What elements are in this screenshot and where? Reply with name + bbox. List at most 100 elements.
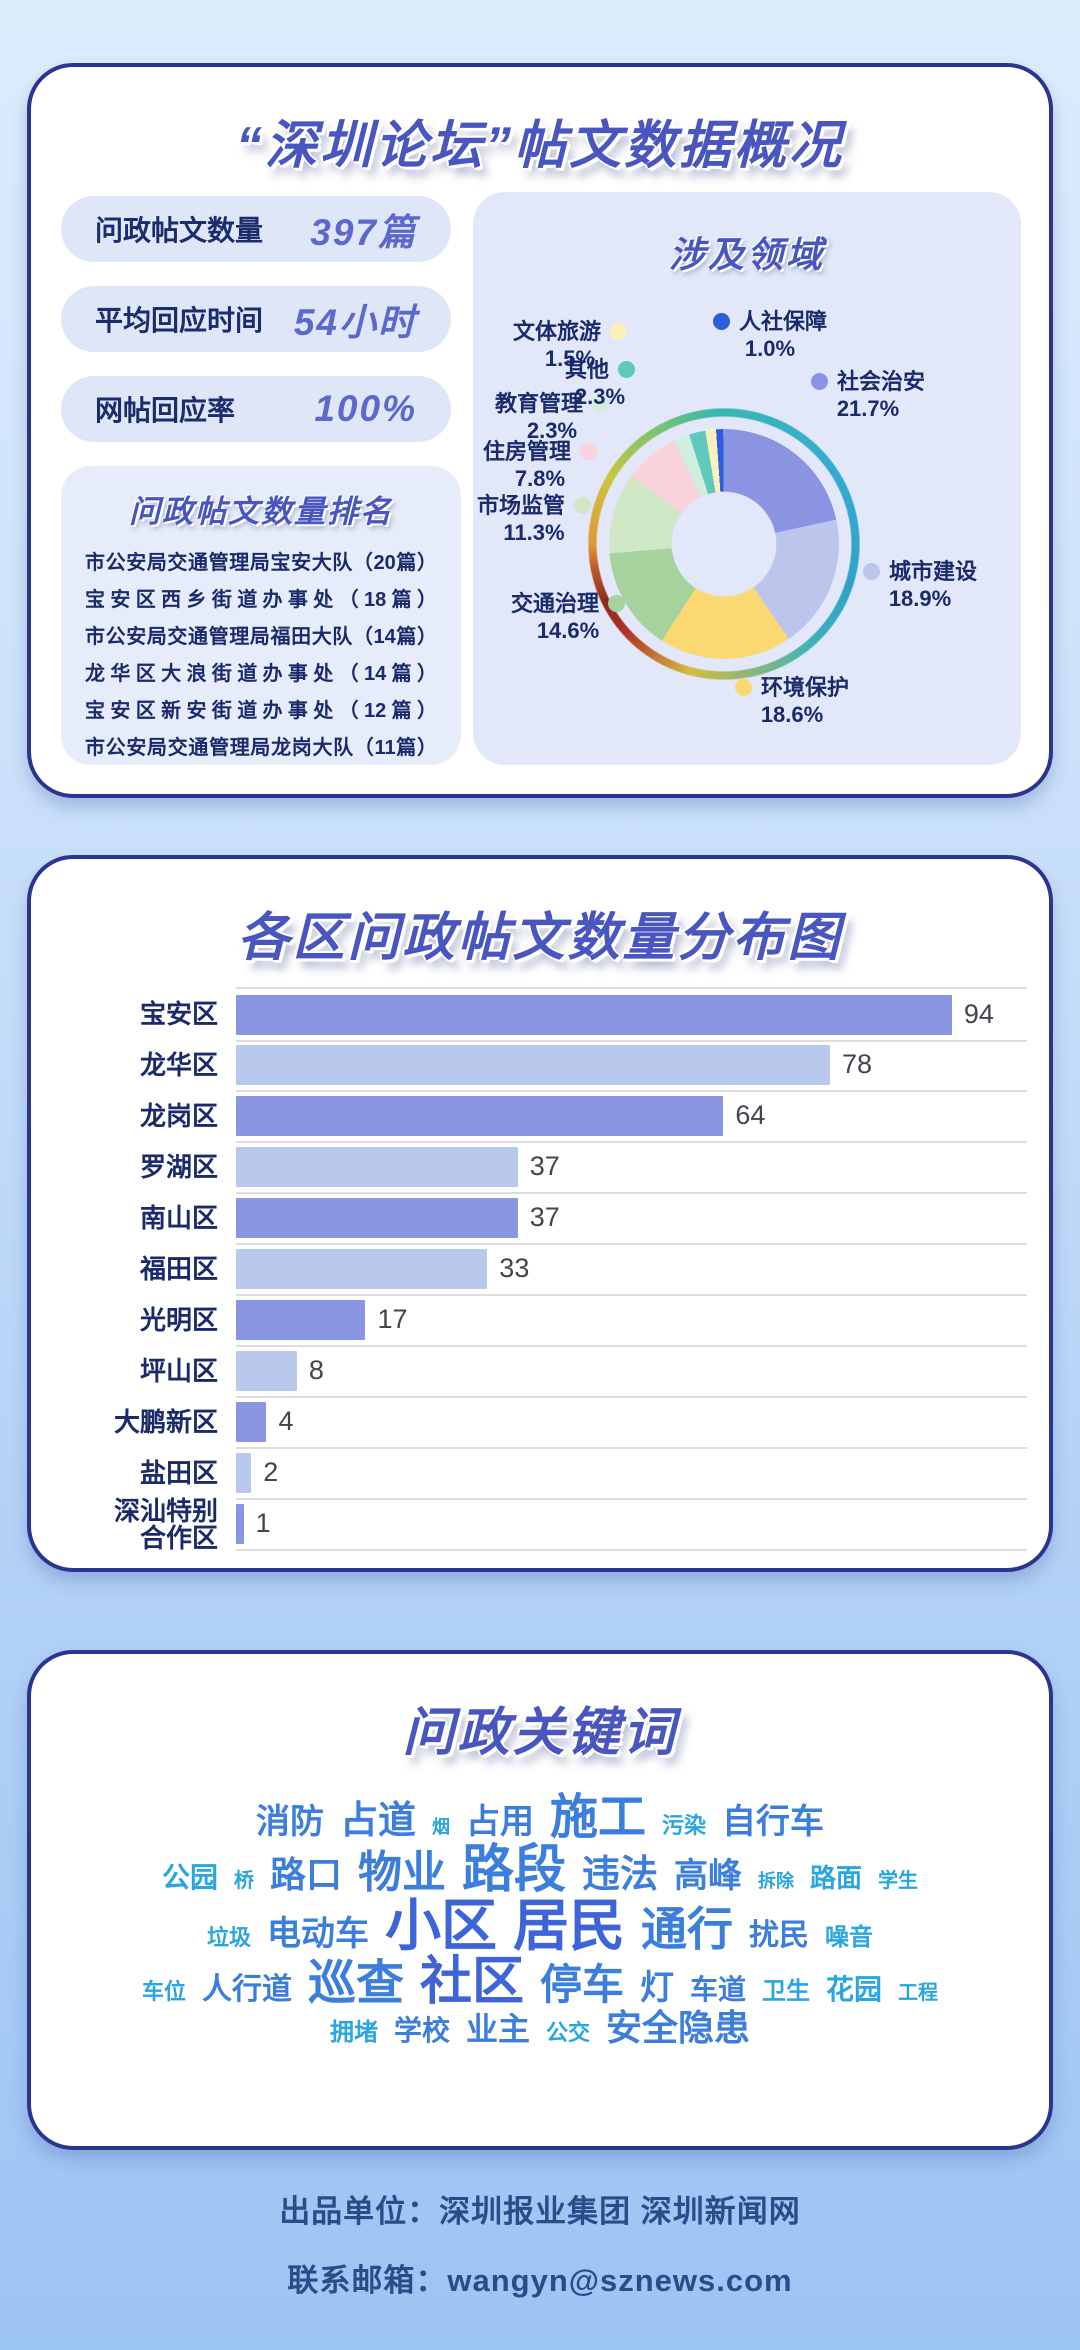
ranking-item: 市公安局交通管理局福田大队（14篇）	[85, 626, 437, 648]
cloud-word: 路面	[810, 1862, 863, 1893]
legend-dot	[608, 595, 626, 612]
word-cloud-row: 车位 人行道 巡查 社区 停车灯车道 卫生 花园 工程	[79, 1955, 1001, 2009]
legend-dot	[811, 373, 828, 390]
donut-label-row: 文体旅游	[513, 318, 628, 345]
cloud-word: 学校	[393, 2015, 450, 2047]
footer: 出品单位：深圳报业集团 深圳新闻网 联系邮箱：wangyn@sznews.com	[0, 2186, 1080, 2324]
cloud-word: 桥	[233, 1869, 254, 1892]
donut-label: 社会治安 21.7%	[811, 368, 925, 422]
donut-label-percent: 1.0%	[744, 336, 796, 361]
bar-category-label: 龙华区	[139, 1050, 218, 1080]
bar-category-label: 罗湖区	[139, 1152, 218, 1182]
bar-fill	[236, 1248, 488, 1289]
bar-value-label: 8	[308, 1355, 324, 1385]
cloud-word: 公交	[546, 2020, 591, 2046]
donut-label-name: 人社保障	[739, 309, 828, 334]
donut-label: 文体旅游 1.5%	[513, 318, 628, 372]
cloud-word: 拆除	[758, 1870, 795, 1891]
donut-label: 市场监管 11.3%	[477, 492, 592, 546]
cloud-word: 人行道	[201, 1973, 292, 2007]
bar-category-label: 南山区	[139, 1203, 218, 1233]
cloud-word: 高峰	[674, 1856, 743, 1895]
donut-label-name: 交通治理	[511, 591, 600, 616]
ranking-item: 宝安区新安街道办事处（12篇）	[85, 700, 437, 722]
donut-label: 交通治理 14.6%	[511, 590, 626, 644]
bar-fill	[236, 994, 952, 1035]
cloud-word: 公园	[161, 1861, 218, 1893]
bar-category-label: 福田区	[139, 1254, 218, 1284]
bar-fill	[236, 1350, 297, 1391]
donut-label-percent: 14.6%	[536, 618, 600, 643]
ranking-list: 市公安局交通管理局宝安大队（20篇） 宝安区西乡街道办事处（18篇） 市公安局交通管…	[85, 545, 437, 767]
bar-chart-title: 各区问政帖文数量分布图	[237, 909, 843, 967]
donut-label-name: 社会治安	[837, 369, 926, 394]
bar-chart-row: 宝安区 94	[61, 987, 1027, 1042]
cloud-word: 占道	[339, 1800, 416, 1842]
bar-chart-row: 龙岗区 64	[61, 1090, 1027, 1143]
cloud-word: 占用	[465, 1803, 534, 1841]
bar-fill	[236, 1452, 252, 1493]
donut-label-row: 社会治安	[811, 368, 925, 395]
bar-track: 17	[236, 1294, 1027, 1347]
domain-chart-title: 涉及领域	[668, 234, 825, 275]
donut-label: 人社保障 1.0%	[713, 308, 827, 362]
cloud-word: 路口	[269, 1853, 342, 1895]
bar-chart-card: 各区问政帖文数量分布图 宝安区 94 龙华区 78 龙岗区 64 罗湖区 37 南山区 37 福田区…	[27, 855, 1053, 1572]
cloud-word: 巡查	[307, 1957, 404, 2011]
cloud-word: 违法	[582, 1853, 659, 1896]
legend-dot	[574, 497, 592, 514]
cloud-word: 停车	[540, 1961, 625, 2009]
donut-label-percent: 21.7%	[836, 396, 900, 421]
cloud-word: 学生	[878, 1869, 919, 1892]
donut-label-row: 住房管理	[483, 438, 598, 465]
bar-track: 78	[236, 1039, 1027, 1092]
cloud-word: 扰民	[749, 1918, 809, 1952]
cloud-word: 社区	[419, 1953, 524, 2012]
legend-dot	[592, 395, 610, 412]
word-cloud-row: 拥堵 学校 业主 公交 安全隐患	[79, 2009, 1001, 2047]
donut-label-name: 住房管理	[483, 439, 572, 464]
donut-chart	[609, 429, 839, 659]
bar-value-label: 17	[377, 1304, 408, 1334]
bar-chart-row: 光明区 17	[61, 1294, 1027, 1347]
bar-category-label: 光明区	[139, 1305, 218, 1335]
cloud-word: 电动车	[267, 1914, 369, 1953]
cloud-word: 工程	[898, 1982, 939, 2005]
donut-label: 城市建设 18.9%	[863, 558, 977, 612]
keywords-title: 问政关键词	[402, 1704, 678, 1762]
cloud-word: 自行车	[722, 1803, 825, 1841]
bar-value-label: 94	[963, 999, 994, 1029]
bar-track: 4	[236, 1396, 1027, 1449]
cloud-word: 消防	[255, 1803, 324, 1841]
donut-label-name: 环境保护	[761, 675, 850, 700]
donut-label-percent: 18.6%	[760, 702, 824, 727]
bar-value-label: 4	[278, 1406, 294, 1436]
donut-label-name: 城市建设	[889, 559, 978, 584]
bar-value-label: 1	[255, 1508, 271, 1538]
stat-value: 397篇	[310, 212, 417, 253]
donut-label-row: 市场监管	[477, 492, 592, 519]
donut-label: 教育管理 2.3%	[495, 390, 610, 444]
word-cloud-row: 消防 占道烟占用 施工 污染 自行车	[79, 1793, 1001, 1843]
bar-chart-row: 盐田区 2	[61, 1447, 1027, 1500]
bar-track: 8	[236, 1345, 1027, 1398]
word-cloud-row: 垃圾 电动车 小区 居民 通行 扰民 噪音	[79, 1896, 1001, 1955]
bar-value-label: 37	[529, 1202, 560, 1232]
donut-label-row: 交通治理	[511, 590, 626, 617]
stat-label: 网帖回应率	[95, 395, 236, 426]
overview-card: “深圳论坛”帖文数据概况 问政帖文数量 397篇 平均回应时间 54小时 网帖回…	[27, 63, 1053, 798]
stat-label: 平均回应时间	[95, 305, 264, 336]
cloud-word: 车位	[141, 1979, 186, 2005]
bar-category-label: 大鹏新区	[113, 1407, 218, 1437]
bar-track: 64	[236, 1090, 1027, 1143]
donut-label: 环境保护 18.6%	[735, 674, 849, 728]
ranking-item: 龙华区大浪街道办事处（14篇）	[85, 663, 437, 685]
donut-label: 其他 2.3%	[565, 356, 636, 410]
bar-track: 2	[236, 1447, 1027, 1500]
donut-label-percent: 2.3%	[574, 384, 626, 409]
bar-track: 33	[236, 1243, 1027, 1296]
donut-label-row: 其他	[565, 356, 636, 383]
donut-label-percent: 7.8%	[514, 466, 566, 491]
bar-chart-row: 罗湖区 37	[61, 1142, 1027, 1194]
footer-publisher: 出品单位：深圳报业集团 深圳新闻网	[279, 2194, 801, 2229]
